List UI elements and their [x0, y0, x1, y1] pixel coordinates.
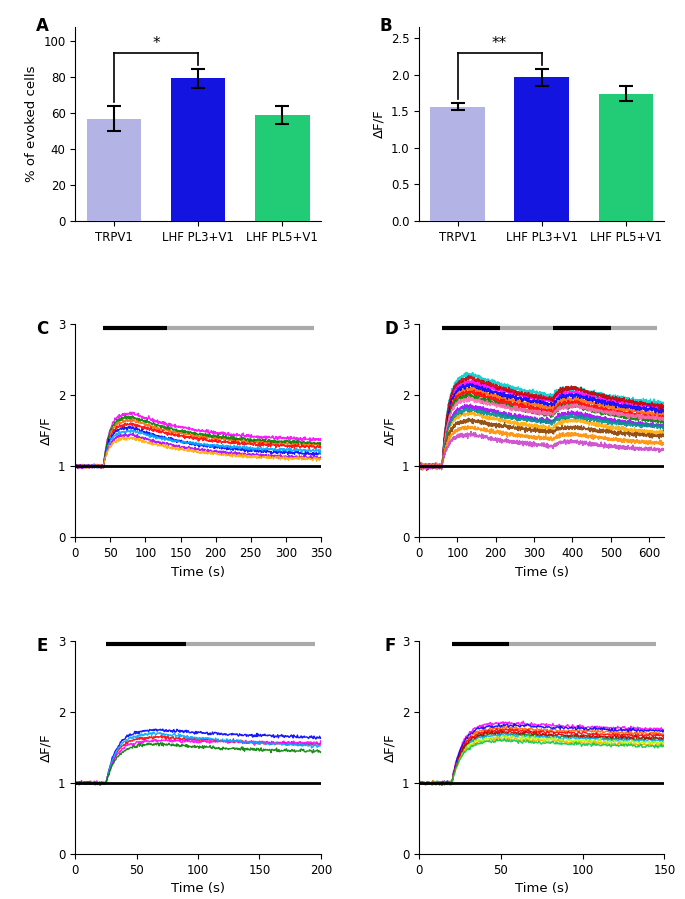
Text: A: A	[36, 17, 49, 35]
Y-axis label: ΔF/F: ΔF/F	[40, 416, 53, 445]
Y-axis label: ΔF/F: ΔF/F	[383, 416, 396, 445]
Bar	[514, 77, 569, 221]
Text: D: D	[385, 320, 399, 338]
Y-axis label: ΔF/F: ΔF/F	[383, 733, 396, 761]
Bar	[430, 107, 485, 221]
Y-axis label: ΔF/F: ΔF/F	[372, 110, 385, 138]
Text: F: F	[385, 636, 396, 654]
X-axis label: Time (s): Time (s)	[171, 565, 225, 579]
Text: *: *	[152, 36, 160, 51]
Bar	[171, 78, 225, 221]
Text: B: B	[379, 17, 393, 35]
Bar	[86, 119, 141, 221]
Y-axis label: % of evoked cells: % of evoked cells	[25, 66, 38, 182]
Text: C: C	[36, 320, 49, 338]
Y-axis label: ΔF/F: ΔF/F	[40, 733, 53, 761]
Bar	[599, 93, 653, 221]
Bar	[255, 115, 310, 221]
X-axis label: Time (s): Time (s)	[171, 882, 225, 895]
X-axis label: Time (s): Time (s)	[514, 882, 569, 895]
X-axis label: Time (s): Time (s)	[514, 565, 569, 579]
Text: **: **	[492, 36, 508, 51]
Text: E: E	[36, 636, 47, 654]
